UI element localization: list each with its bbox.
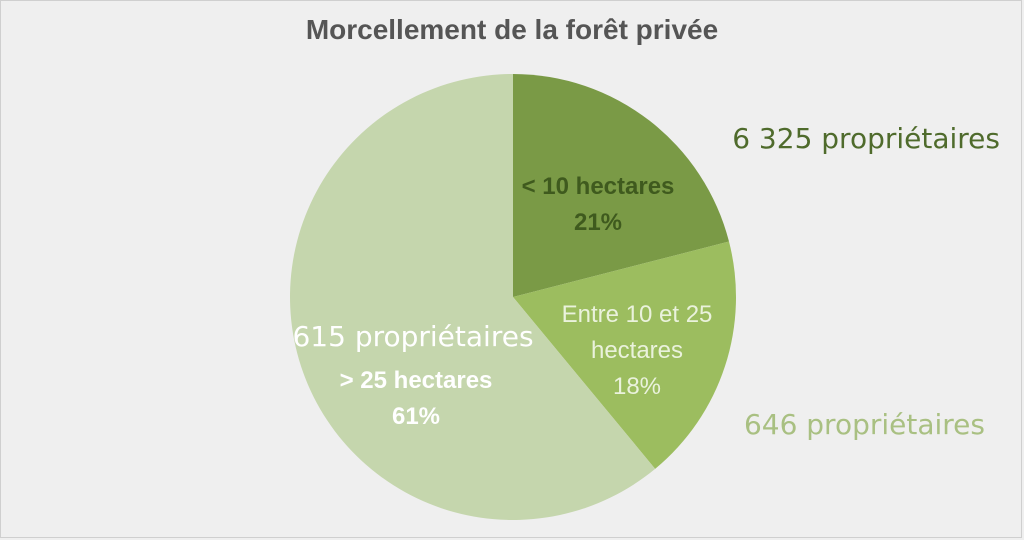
slice-label-percent: 18% — [613, 373, 661, 400]
owners-label-under-10: 6 325 propriétaires — [732, 122, 1000, 155]
pie-slice-10-to-25 — [513, 241, 736, 469]
slice-label-percent: 61% — [392, 403, 440, 430]
pie-slice-under-10 — [513, 74, 729, 297]
owners-label-over-25: 615 propriétaires — [292, 320, 533, 353]
slice-label-category: < 10 hectares — [522, 173, 675, 200]
slice-label-category-line1: Entre 10 et 25 — [562, 301, 713, 328]
chart-title: Morcellement de la forêt privée — [305, 14, 719, 45]
owners-label-10-to-25: 646 propriétaires — [744, 408, 985, 441]
slice-label-category: > 25 hectares — [340, 367, 493, 394]
pie-slice-over-25 — [290, 74, 656, 520]
slice-label-percent: 21% — [574, 209, 622, 236]
slice-label-category-line2: hectares — [591, 337, 683, 364]
